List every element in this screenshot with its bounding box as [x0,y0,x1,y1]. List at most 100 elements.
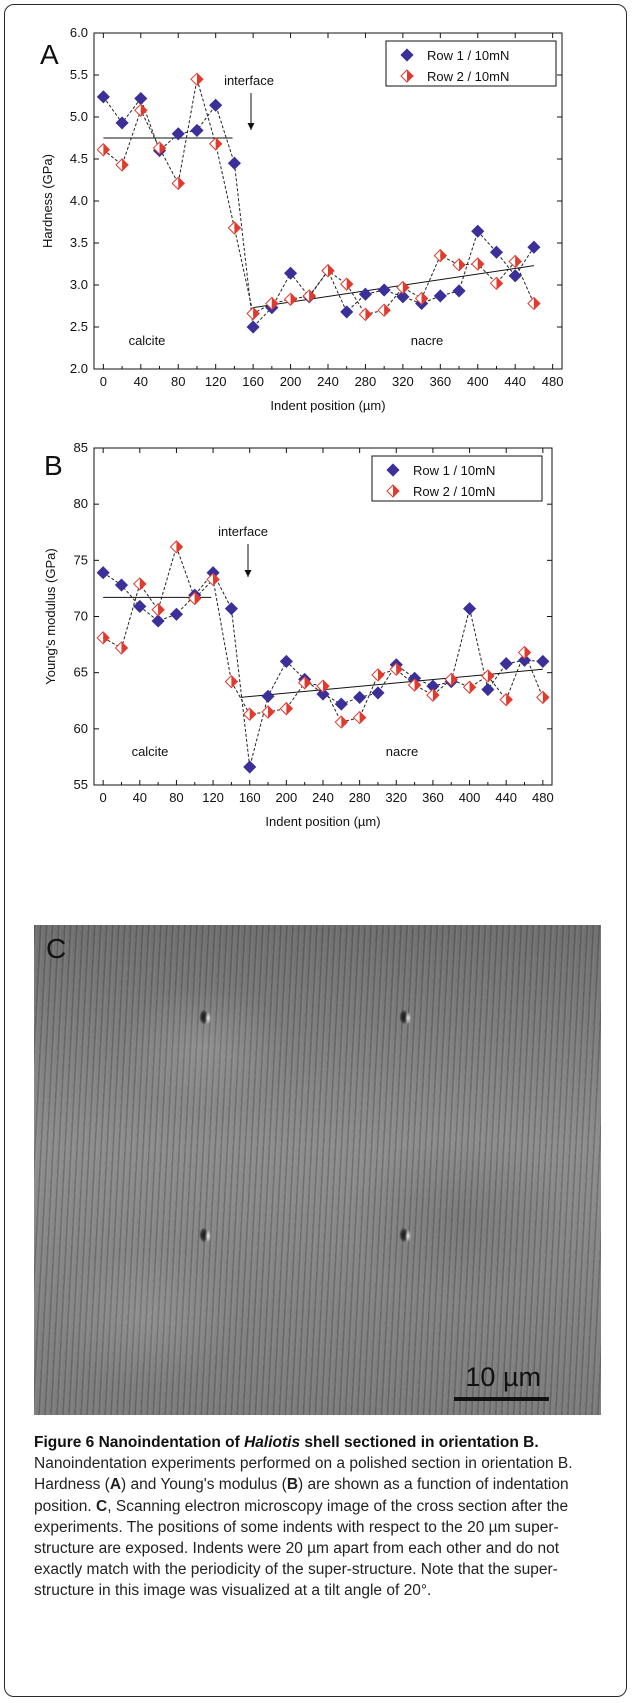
data-point-row-2 [433,248,448,263]
data-point-row-2 [279,701,294,716]
data-point-row-2 [396,280,410,295]
x-tick-label: 440 [495,790,517,805]
data-point-row-2 [536,690,550,705]
data-point-row-2 [371,668,385,682]
data-point-row-1 [246,320,260,334]
data-point-row-1 [283,266,298,280]
data-point-row-2 [340,277,354,291]
data-point-row-2 [171,176,185,191]
legend-marker-row-2 [400,69,414,83]
data-point-row-1 [396,290,410,304]
data-point-row-1 [371,686,385,700]
calcite-label: calcite [129,333,166,348]
data-point-row-2 [407,678,422,692]
x-tick-label: 160 [242,374,264,389]
nacre-label: nacre [386,744,419,759]
data-point-row-2 [414,291,429,306]
x-tick-label: 480 [542,374,564,389]
data-point-row-1 [334,697,348,711]
data-point-row-2 [265,296,279,311]
caption-text-2: ) and Young's modulus ( [121,1476,287,1494]
x-tick-label: 160 [239,790,261,805]
y-tick-label: 3.5 [70,235,88,250]
y-tick-label: 80 [74,496,88,511]
data-point-row-2 [358,307,373,322]
data-point-row-2 [283,292,298,306]
x-tick-label: 440 [504,374,526,389]
y-tick-label: 85 [74,440,88,455]
data-point-row-2 [517,645,532,660]
data-point-row-1 [508,269,522,283]
data-point-row-1 [133,599,147,613]
data-point-row-1 [115,116,129,130]
x-tick-label: 80 [169,790,183,805]
x-tick-label: 200 [280,374,302,389]
data-point-row-2 [389,662,403,677]
interface-label: interface [218,524,268,539]
data-point-row-2 [208,137,223,151]
panel-c-letter: C [46,933,67,964]
caption-text-1: Nanoindentation experiments performed on… [34,1455,573,1494]
x-tick-label: 0 [100,374,107,389]
data-point-row-2 [452,258,466,272]
x-tick-label: 320 [392,374,414,389]
data-point-row-2 [316,679,330,693]
x-tick-label: 280 [355,374,377,389]
caption-ref-b: B [286,1476,299,1494]
x-tick-label: 40 [133,790,147,805]
caption-text-3: ) are shown as a function of indentation… [34,1476,569,1515]
legend-marker-row-2 [386,484,400,498]
y-tick-label: 70 [74,609,88,624]
x-tick-label: 0 [100,790,107,805]
data-point-row-2 [96,631,110,645]
chart-panel-b: B 0 40 80 120 160 200 240 280 320 360 400 440 480 55 60… [43,440,554,829]
data-point-row-1 [261,689,275,703]
x-axis-label: Indent position (µm) [265,814,380,829]
y-tick-label: 60 [74,721,88,736]
y-tick-label: 65 [74,665,88,680]
calcite-label: calcite [132,744,169,759]
data-point-row-2 [96,143,111,157]
y-tick-label: 75 [74,552,88,567]
x-tick-label: 40 [134,374,148,389]
series-line-1 [102,96,535,329]
y-tick-label: 4.5 [70,151,88,166]
caption-genus: Haliotis [244,1434,301,1451]
y-tick-label: 2.5 [70,319,88,334]
legend-label-row-1: Row 1 / 10mN [413,463,495,478]
x-tick-label: 280 [349,790,371,805]
x-axis-label: Indent position (µm) [270,398,385,413]
data-point-row-2 [321,264,335,278]
data-point-row-2 [134,103,148,117]
x-tick-label: 120 [202,790,224,805]
data-point-row-1 [224,602,238,616]
interface-arrow-head [247,123,255,130]
data-point-row-1 [96,90,110,104]
x-tick-label: 360 [422,790,444,805]
data-point-row-2 [499,692,513,707]
x-tick-label: 80 [171,374,185,389]
y-tick-label: 55 [74,777,88,792]
data-point-row-2 [261,705,275,719]
data-point-row-2 [508,254,522,269]
data-point-row-1 [190,123,204,138]
data-point-row-1 [462,602,477,616]
data-point-row-1 [433,289,447,303]
legend-label-row-2: Row 2 / 10mN [427,69,509,84]
legend-marker-row-1 [386,463,400,477]
x-tick-label: 240 [312,790,334,805]
x-tick-label: 480 [532,790,554,805]
data-point-row-2 [133,577,147,591]
caption-title: Figure 6 Nanoindentation of Haliotis she… [34,1434,539,1451]
series-line-2 [103,79,535,315]
data-point-row-1 [134,91,148,106]
x-tick-label: 360 [429,374,451,389]
data-point-row-2 [302,289,316,303]
data-point-row-2 [243,707,257,721]
data-point-row-1 [489,245,504,259]
legend-label-row-2: Row 2 / 10mN [413,484,495,499]
x-tick-label: 320 [385,790,407,805]
data-point-row-2 [115,158,129,172]
data-point-row-1 [340,305,354,319]
data-point-row-2 [489,276,504,291]
